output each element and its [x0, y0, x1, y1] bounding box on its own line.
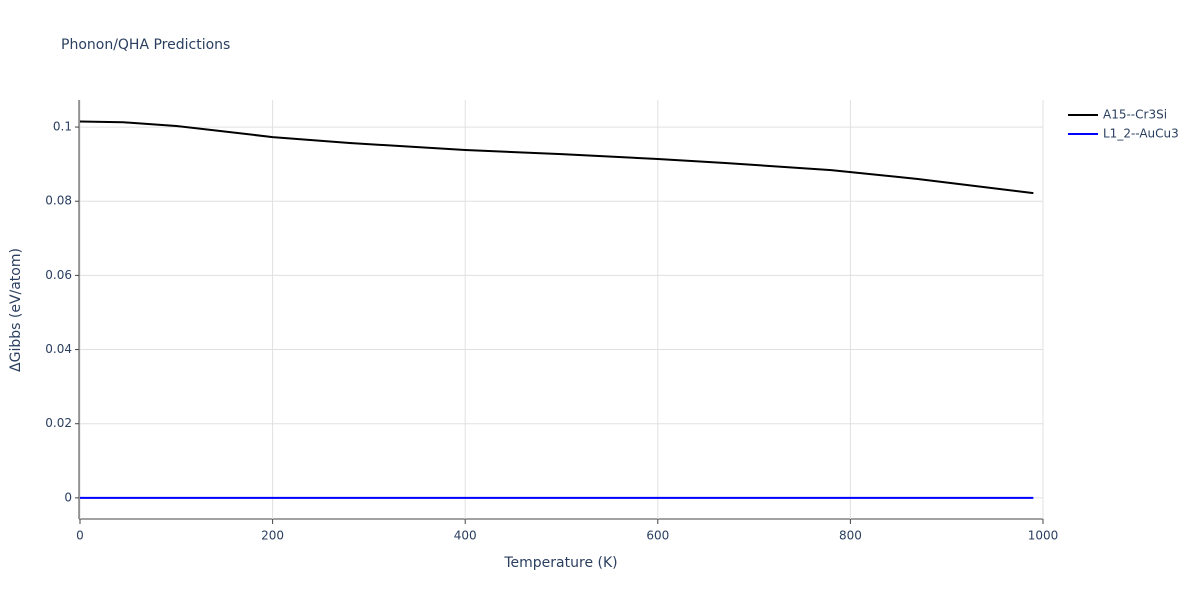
x-tick-label: 800 [839, 529, 862, 543]
y-tick-label: 0.1 [53, 120, 72, 134]
y-tick-label: 0.08 [45, 194, 72, 208]
y-tick-label: 0.04 [45, 342, 72, 356]
series-line [79, 120, 1034, 195]
x-tick-label: 600 [646, 529, 669, 543]
legend-label: A15--Cr3Si [1103, 108, 1167, 122]
legend-label: L1_2--AuCu3 [1103, 127, 1179, 141]
x-tick-label: 400 [454, 529, 477, 543]
x-tick-label: 1000 [1028, 529, 1059, 543]
y-tick-label: 0.06 [45, 268, 72, 282]
y-tick-label: 0.02 [45, 416, 72, 430]
chart-title: Phonon/QHA Predictions [61, 37, 230, 53]
x-tick-label: 200 [261, 529, 284, 543]
y-tick-label: 0 [64, 490, 72, 504]
x-tick-label: 0 [76, 529, 84, 543]
y-axis-label: ΔGibbs (eV/atom) [8, 248, 24, 372]
x-axis-label: Temperature (K) [503, 555, 617, 571]
